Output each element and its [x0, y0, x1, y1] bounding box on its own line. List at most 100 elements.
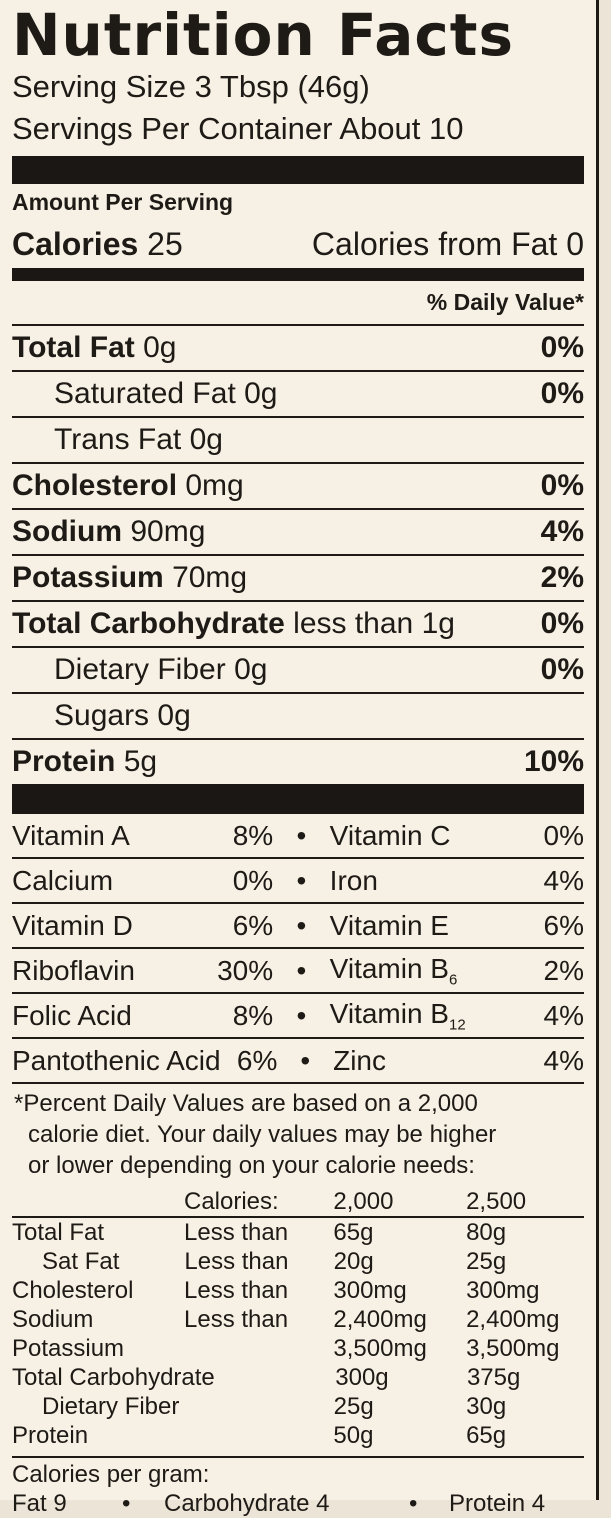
- medium-divider: [12, 268, 584, 281]
- daily-value-table-cell: 300mg: [333, 1277, 407, 1304]
- vitamin-name: Zinc: [333, 1045, 487, 1077]
- daily-value-table-cell: 20g: [333, 1248, 374, 1275]
- amount-per-serving-label: Amount Per Serving: [12, 188, 234, 215]
- daily-value-table-cell: Dietary Fiber: [42, 1393, 180, 1420]
- nutrient-daily-value: 2%: [540, 561, 584, 594]
- nutrient-label: Protein 5g: [12, 745, 157, 779]
- daily-value-table-cell: Cholesterol: [12, 1277, 134, 1304]
- nutrient-row: Dietary Fiber 0g 0%: [12, 646, 584, 692]
- bullet: •: [296, 954, 307, 986]
- nutrient-daily-value: 10%: [523, 745, 584, 778]
- vitamin-pct: 4%: [543, 999, 584, 1031]
- calories-label-group: Calories 25: [12, 226, 183, 263]
- nutrient-amount: 0mg: [185, 469, 244, 502]
- vitamin-name: Riboflavin: [12, 954, 135, 986]
- nutrient-row: Trans Fat 0g: [12, 416, 584, 462]
- vitamin-name: Vitamin C: [330, 820, 486, 852]
- daily-value-table-cell: Total Fat: [12, 1219, 105, 1246]
- footnote-line-2: calorie diet. Your daily values may be h…: [28, 1121, 497, 1148]
- vitamin-pct: 0%: [232, 864, 274, 896]
- daily-value-table-cell: [184, 1421, 333, 1450]
- serving-size: Serving Size 3 Tbsp (46g): [12, 69, 370, 104]
- vitamin-name-text: Vitamin C: [329, 819, 451, 851]
- daily-value-table-cell: 80g: [466, 1219, 507, 1246]
- vitamin-row: Vitamin D 6% • Vitamin E 6%: [12, 902, 584, 947]
- nutrition-facts-panel: Nutrition Facts Serving Size 3 Tbsp (46g…: [0, 0, 599, 1517]
- calories-from-fat: Calories from Fat 0: [311, 225, 584, 262]
- nutrient-name: Total Carbohydrate: [12, 607, 285, 640]
- vitamin-row: Vitamin A 8% • Vitamin C 0%: [12, 814, 584, 857]
- nutrient-row: Sugars 0g: [12, 692, 584, 738]
- nutrient-daily-value: 0%: [540, 377, 584, 410]
- vitamin-pct: 6%: [236, 1044, 278, 1076]
- daily-value-table-row: Potassium 3,500mg 3,500mg: [12, 1334, 584, 1363]
- vitamin-name: Vitamin B12: [330, 998, 486, 1034]
- vitamin-name: Folic Acid: [12, 999, 132, 1031]
- daily-value-table-cell: 300mg: [466, 1277, 540, 1304]
- nutrient-label: Total Fat 0g: [12, 331, 177, 365]
- daily-value-table-row: Dietary Fiber 25g 30g: [12, 1392, 584, 1421]
- nutrient-list: Total Fat 0g 0% Saturated Fat 0g 0% Trans Fa…: [12, 324, 584, 784]
- vitamin-pct: 8%: [232, 819, 274, 851]
- nutrient-label: Dietary Fiber 0g: [12, 653, 267, 687]
- nutrient-amount: 0g: [143, 331, 177, 364]
- daily-value-table-cell: 50g: [333, 1422, 374, 1449]
- daily-value-table-cell: 3,500mg: [333, 1335, 427, 1362]
- daily-value-table-cell: Protein: [12, 1422, 89, 1449]
- vitamin-name: Vitamin D: [12, 909, 133, 941]
- daily-value-table-cell: [12, 1187, 184, 1216]
- nutrient-name: Protein: [12, 745, 116, 778]
- fat-per-gram: Fat 9: [12, 1490, 67, 1517]
- nutrient-daily-value: 0%: [540, 607, 584, 640]
- bullet: •: [300, 1044, 311, 1076]
- nutrient-amount: less than 1g: [293, 607, 455, 640]
- vitamin-pct: 2%: [543, 954, 584, 986]
- daily-value-table-row: Protein 50g 65g: [12, 1421, 584, 1450]
- servings-per-container: Servings Per Container About 10: [12, 111, 464, 146]
- nutrient-row: Sodium 90mg 4%: [12, 508, 584, 554]
- nutrient-row: Saturated Fat 0g 0%: [12, 370, 584, 416]
- vitamin-pct: 8%: [232, 999, 274, 1031]
- thick-divider: [12, 784, 584, 814]
- daily-value-table-cell: [184, 1334, 333, 1363]
- daily-value-table-cell: 3,500mg: [466, 1335, 560, 1362]
- daily-value-table-cell: 25g: [333, 1393, 374, 1420]
- nutrient-row: Cholesterol 0mg 0%: [12, 462, 584, 508]
- daily-value-table-cell: 25g: [466, 1248, 507, 1275]
- nutrient-amount: 0g: [157, 699, 191, 732]
- vitamin-row: Calcium 0% • Iron 4%: [12, 857, 584, 902]
- nutrient-amount: 0g: [189, 423, 223, 456]
- nutrient-name: Potassium: [12, 561, 164, 594]
- nutrient-amount: 5g: [123, 745, 158, 778]
- vitamin-name-text: Iron: [329, 864, 378, 896]
- bullet: •: [296, 999, 307, 1031]
- vitamin-name: Iron: [330, 865, 486, 897]
- daily-value-table: Calories: 2,000 2,500 Total Fat Less than 65g…: [12, 1187, 584, 1450]
- daily-value-table-cell: 2,400mg: [333, 1306, 427, 1333]
- vitamin-name-text: Vitamin E: [329, 909, 449, 941]
- vitamin-name-text: Vitamin B: [329, 997, 449, 1029]
- daily-value-table-cell: 300g: [335, 1364, 389, 1391]
- daily-value-table-cell: 30g: [466, 1393, 507, 1420]
- vitamin-name: Vitamin E: [330, 910, 486, 942]
- daily-value-table-row: Sat Fat Less than 20g 25g: [12, 1247, 584, 1276]
- nutrient-amount: 90mg: [130, 515, 206, 548]
- nutrient-row: Potassium 70mg 2%: [12, 554, 584, 600]
- daily-value-table-row: Sodium Less than 2,400mg 2,400mg: [12, 1305, 584, 1334]
- label-title: Nutrition Facts: [12, 1, 514, 69]
- daily-value-table-cell: 65g: [466, 1422, 507, 1449]
- nutrient-amount: 0g: [234, 653, 268, 686]
- carb-per-gram: Carbohydrate 4: [164, 1490, 330, 1517]
- nutrient-name: Cholesterol: [12, 469, 178, 502]
- vitamin-pct: 4%: [543, 864, 584, 896]
- footnote: *Percent Daily Values are based on a 2,0…: [12, 1082, 584, 1518]
- daily-value-table-cell: [184, 1392, 333, 1421]
- daily-value-table-cell: Total Carbohydrate: [12, 1364, 215, 1391]
- nutrient-row: Protein 5g 10%: [12, 738, 584, 784]
- bullet: •: [122, 1490, 131, 1517]
- daily-value-table-cell: 2,000: [333, 1188, 394, 1215]
- protein-per-gram: Protein 4: [449, 1490, 546, 1517]
- vitamin-name: Vitamin A: [12, 819, 130, 851]
- nutrient-label: Total Carbohydrate less than 1g: [12, 607, 455, 641]
- daily-value-table-cell: Sodium: [12, 1306, 94, 1333]
